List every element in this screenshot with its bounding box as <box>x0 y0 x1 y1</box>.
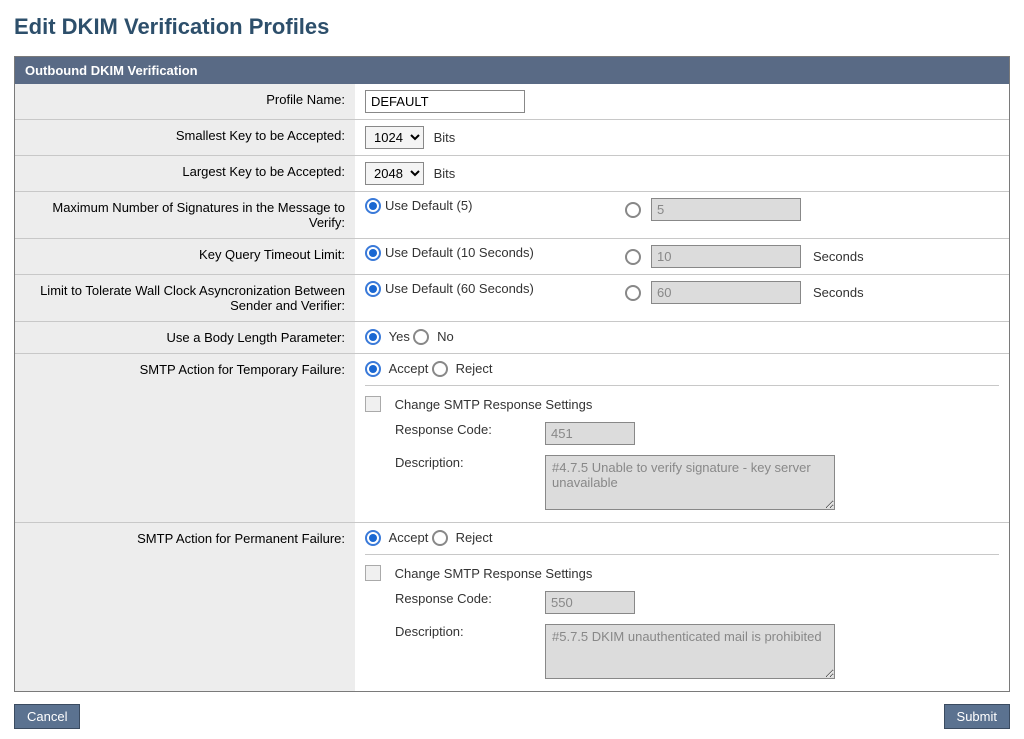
smallest-key-unit: Bits <box>434 130 456 145</box>
perm-accept-label: Accept <box>389 530 429 545</box>
max-sigs-custom-radio[interactable] <box>625 202 641 218</box>
temp-change-settings-checkbox[interactable] <box>365 396 381 412</box>
temp-reject-radio[interactable] <box>432 361 448 377</box>
key-timeout-custom-input[interactable] <box>651 245 801 268</box>
clock-async-default-radio[interactable] <box>365 281 381 297</box>
key-timeout-unit: Seconds <box>813 249 864 264</box>
body-length-no-radio[interactable] <box>413 329 429 345</box>
clock-async-custom-radio[interactable] <box>625 285 641 301</box>
temp-failure-label: SMTP Action for Temporary Failure: <box>15 354 355 523</box>
smallest-key-select[interactable]: 1024 <box>365 126 424 149</box>
temp-code-input[interactable] <box>545 422 635 445</box>
perm-change-settings-label: Change SMTP Response Settings <box>395 566 593 581</box>
smallest-key-label: Smallest Key to be Accepted: <box>15 120 355 156</box>
key-timeout-custom-radio[interactable] <box>625 249 641 265</box>
profile-name-input[interactable] <box>365 90 525 113</box>
temp-desc-label: Description: <box>395 455 545 470</box>
submit-button[interactable]: Submit <box>944 704 1010 729</box>
form-table: Profile Name: Smallest Key to be Accepte… <box>15 84 1009 691</box>
perm-change-settings-checkbox[interactable] <box>365 565 381 581</box>
clock-async-label: Limit to Tolerate Wall Clock Asyncroniza… <box>15 275 355 322</box>
perm-failure-label: SMTP Action for Permanent Failure: <box>15 523 355 692</box>
body-length-no-label: No <box>437 329 454 344</box>
max-sigs-custom-input[interactable] <box>651 198 801 221</box>
body-length-yes-radio[interactable] <box>365 329 381 345</box>
perm-desc-label: Description: <box>395 624 545 639</box>
cancel-button[interactable]: Cancel <box>14 704 80 729</box>
body-length-yes-label: Yes <box>389 329 410 344</box>
perm-desc-textarea[interactable] <box>545 624 835 679</box>
temp-code-label: Response Code: <box>395 422 545 437</box>
outbound-dkim-panel: Outbound DKIM Verification Profile Name:… <box>14 56 1010 692</box>
max-sigs-default-label: Use Default (5) <box>385 198 472 213</box>
temp-reject-label: Reject <box>456 361 493 376</box>
clock-async-custom-input[interactable] <box>651 281 801 304</box>
temp-change-settings-label: Change SMTP Response Settings <box>395 397 593 412</box>
perm-accept-radio[interactable] <box>365 530 381 546</box>
temp-accept-label: Accept <box>389 361 429 376</box>
max-sigs-default-radio[interactable] <box>365 198 381 214</box>
largest-key-select[interactable]: 2048 <box>365 162 424 185</box>
perm-code-label: Response Code: <box>395 591 545 606</box>
profile-name-label: Profile Name: <box>15 84 355 120</box>
perm-code-input[interactable] <box>545 591 635 614</box>
temp-desc-textarea[interactable] <box>545 455 835 510</box>
max-sigs-label: Maximum Number of Signatures in the Mess… <box>15 192 355 239</box>
page-title: Edit DKIM Verification Profiles <box>14 14 1010 40</box>
panel-header: Outbound DKIM Verification <box>15 57 1009 84</box>
body-length-label: Use a Body Length Parameter: <box>15 322 355 354</box>
perm-reject-label: Reject <box>456 530 493 545</box>
clock-async-default-label: Use Default (60 Seconds) <box>385 281 534 296</box>
clock-async-unit: Seconds <box>813 285 864 300</box>
largest-key-label: Largest Key to be Accepted: <box>15 156 355 192</box>
key-timeout-default-radio[interactable] <box>365 245 381 261</box>
perm-reject-radio[interactable] <box>432 530 448 546</box>
key-timeout-label: Key Query Timeout Limit: <box>15 239 355 275</box>
largest-key-unit: Bits <box>434 166 456 181</box>
key-timeout-default-label: Use Default (10 Seconds) <box>385 245 534 260</box>
temp-accept-radio[interactable] <box>365 361 381 377</box>
